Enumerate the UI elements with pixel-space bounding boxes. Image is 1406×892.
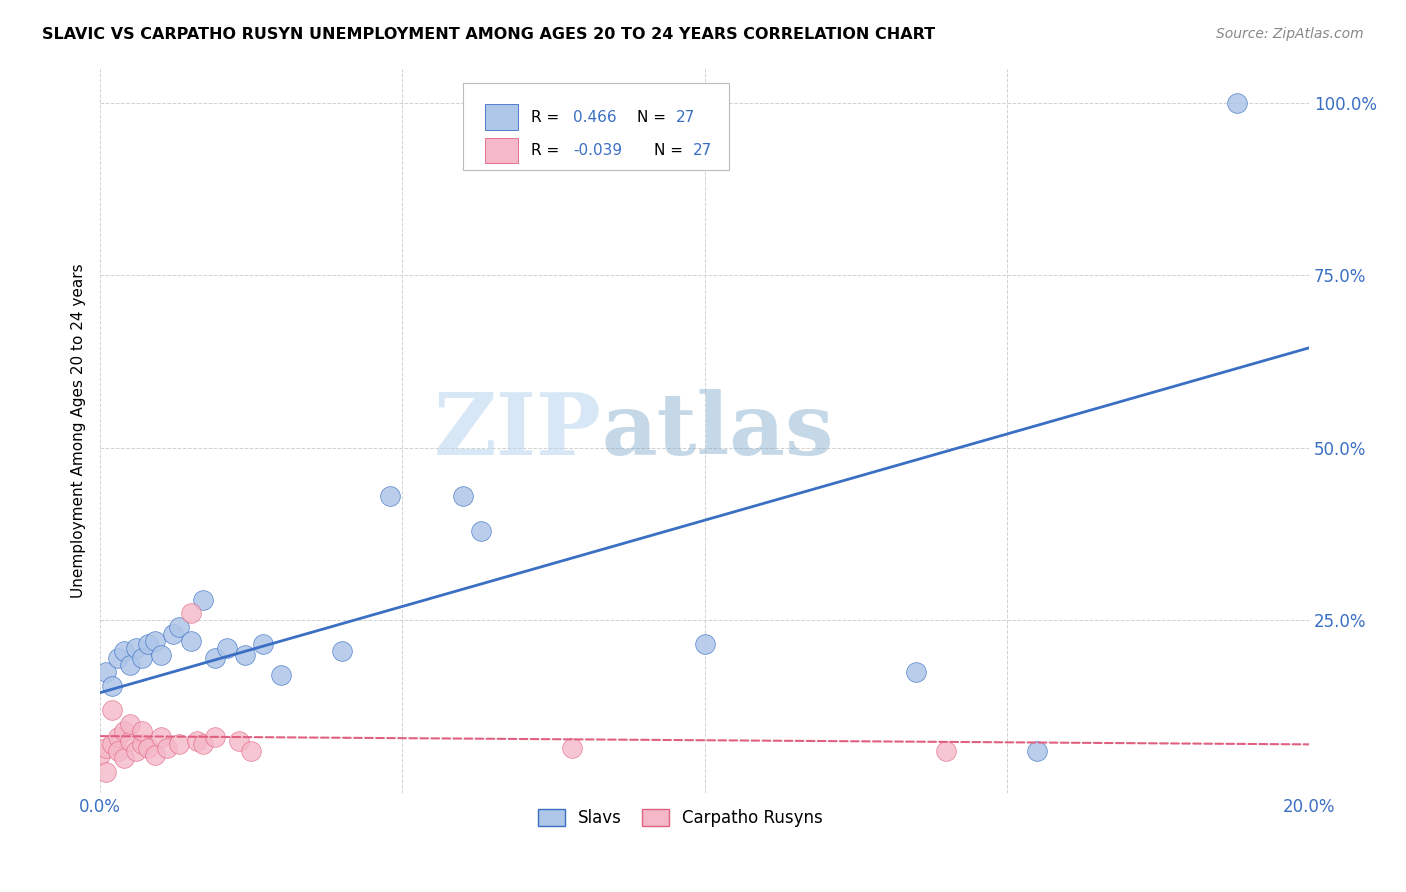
Point	[120, 716, 142, 731]
Point	[905, 665, 928, 679]
Point	[204, 731, 226, 745]
Point	[101, 679, 124, 693]
Text: 27: 27	[676, 110, 695, 125]
Point	[131, 651, 153, 665]
Point	[112, 644, 135, 658]
Point	[101, 738, 124, 752]
Point	[451, 489, 474, 503]
Point	[138, 637, 160, 651]
Point	[1026, 744, 1049, 758]
Point	[270, 668, 292, 682]
Bar	[485, 137, 519, 163]
Point	[107, 731, 129, 745]
Point	[89, 747, 111, 762]
Point	[149, 731, 172, 745]
Point	[191, 738, 214, 752]
Text: 0.466: 0.466	[572, 110, 616, 125]
Point	[180, 634, 202, 648]
Point	[96, 764, 118, 779]
Point	[186, 734, 208, 748]
Text: Source: ZipAtlas.com: Source: ZipAtlas.com	[1216, 27, 1364, 41]
Point	[131, 738, 153, 752]
Point	[693, 637, 716, 651]
Point	[143, 634, 166, 648]
Point	[125, 744, 148, 758]
Text: N =: N =	[654, 143, 683, 158]
FancyBboxPatch shape	[463, 83, 728, 169]
Point	[215, 640, 238, 655]
Point	[156, 740, 179, 755]
Text: R =: R =	[530, 143, 558, 158]
Point	[380, 489, 402, 503]
Point	[167, 620, 190, 634]
Point	[470, 524, 492, 538]
Point	[112, 751, 135, 765]
Point	[180, 607, 202, 621]
Point	[138, 740, 160, 755]
Text: atlas: atlas	[602, 389, 834, 473]
Point	[101, 703, 124, 717]
Point	[120, 658, 142, 673]
Point	[131, 723, 153, 738]
Point	[935, 744, 957, 758]
Point	[162, 627, 184, 641]
Point	[107, 744, 129, 758]
Point	[96, 740, 118, 755]
Point	[252, 637, 274, 651]
Point	[1225, 95, 1247, 110]
Y-axis label: Unemployment Among Ages 20 to 24 years: Unemployment Among Ages 20 to 24 years	[72, 263, 86, 598]
Text: -0.039: -0.039	[572, 143, 621, 158]
Point	[120, 734, 142, 748]
Legend: Slavs, Carpatho Rusyns: Slavs, Carpatho Rusyns	[530, 800, 831, 835]
Point	[96, 665, 118, 679]
Text: SLAVIC VS CARPATHO RUSYN UNEMPLOYMENT AMONG AGES 20 TO 24 YEARS CORRELATION CHAR: SLAVIC VS CARPATHO RUSYN UNEMPLOYMENT AM…	[42, 27, 935, 42]
Point	[233, 648, 256, 662]
Point	[143, 747, 166, 762]
Point	[149, 648, 172, 662]
Point	[204, 651, 226, 665]
Point	[330, 644, 353, 658]
Text: R =: R =	[530, 110, 558, 125]
Point	[125, 640, 148, 655]
Bar	[485, 104, 519, 129]
Point	[561, 740, 583, 755]
Text: 27: 27	[693, 143, 711, 158]
Point	[112, 723, 135, 738]
Point	[167, 738, 190, 752]
Point	[191, 592, 214, 607]
Text: ZIP: ZIP	[434, 389, 602, 473]
Point	[240, 744, 263, 758]
Point	[228, 734, 250, 748]
Text: N =: N =	[637, 110, 666, 125]
Point	[107, 651, 129, 665]
